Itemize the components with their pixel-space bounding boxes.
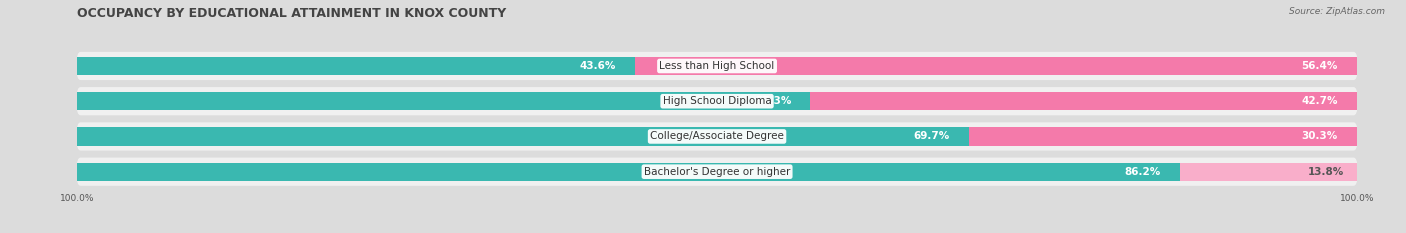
Text: 57.3%: 57.3%: [755, 96, 792, 106]
Text: 69.7%: 69.7%: [914, 131, 950, 141]
Bar: [77, 92, 810, 110]
Bar: [77, 57, 636, 75]
Text: High School Diploma: High School Diploma: [662, 96, 772, 106]
Bar: [1180, 163, 1357, 181]
Text: Source: ZipAtlas.com: Source: ZipAtlas.com: [1289, 7, 1385, 16]
Text: College/Associate Degree: College/Associate Degree: [650, 131, 785, 141]
Bar: [810, 92, 1357, 110]
FancyBboxPatch shape: [77, 122, 1357, 151]
Bar: [969, 127, 1357, 146]
Text: OCCUPANCY BY EDUCATIONAL ATTAINMENT IN KNOX COUNTY: OCCUPANCY BY EDUCATIONAL ATTAINMENT IN K…: [77, 7, 506, 20]
Text: 30.3%: 30.3%: [1302, 131, 1337, 141]
FancyBboxPatch shape: [77, 87, 1357, 115]
FancyBboxPatch shape: [77, 52, 1357, 80]
Text: Less than High School: Less than High School: [659, 61, 775, 71]
Bar: [77, 163, 1180, 181]
Text: 43.6%: 43.6%: [579, 61, 616, 71]
Bar: [77, 127, 969, 146]
Text: 13.8%: 13.8%: [1308, 167, 1344, 177]
Text: 56.4%: 56.4%: [1301, 61, 1337, 71]
Bar: [636, 57, 1357, 75]
Text: Bachelor's Degree or higher: Bachelor's Degree or higher: [644, 167, 790, 177]
FancyBboxPatch shape: [77, 158, 1357, 186]
Text: 42.7%: 42.7%: [1301, 96, 1337, 106]
Text: 86.2%: 86.2%: [1125, 167, 1161, 177]
